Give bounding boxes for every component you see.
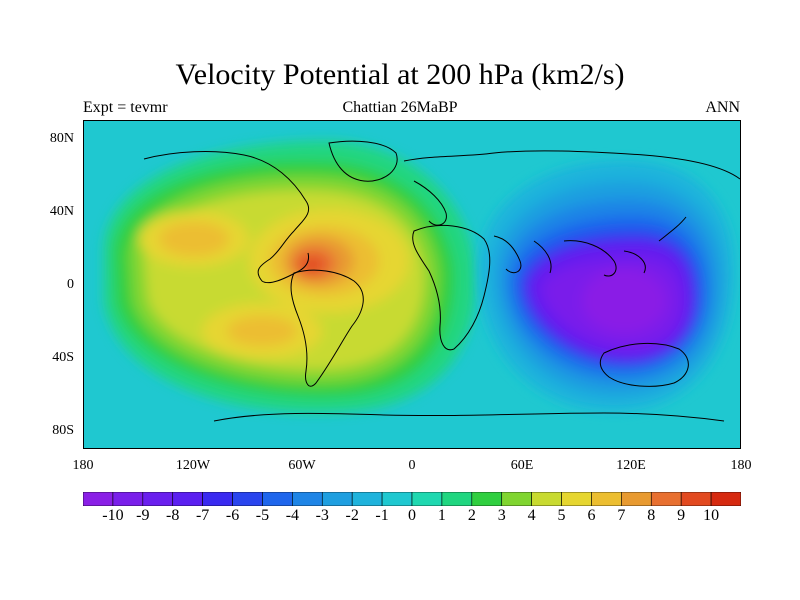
colorbar-tick-label: 4 bbox=[527, 507, 536, 524]
colorbar-tick-label: -3 bbox=[315, 507, 329, 524]
lon-tick-label: 180 bbox=[72, 458, 94, 473]
lat-tick-label: 80N bbox=[49, 131, 74, 146]
colorbar-tick-label: 6 bbox=[587, 507, 596, 524]
period-label: Chattian 26MaBP bbox=[342, 99, 458, 116]
colorbar-cell bbox=[501, 492, 532, 506]
map-panel bbox=[83, 120, 741, 449]
lat-tick-label: 0 bbox=[67, 277, 74, 292]
colorbar-tick-label: -10 bbox=[102, 507, 124, 524]
colorbar-cell bbox=[650, 492, 682, 506]
lon-tick-label: 60E bbox=[510, 458, 534, 473]
experiment-label: Expt = tevmr bbox=[83, 99, 168, 116]
coastlines bbox=[143, 140, 740, 422]
colorbar bbox=[83, 492, 741, 506]
colorbar-cell bbox=[112, 492, 144, 506]
colorbar-tick-label: 2 bbox=[467, 507, 476, 524]
colorbar-tick-label: -8 bbox=[166, 507, 180, 524]
lat-tick-label: 40S bbox=[52, 350, 74, 365]
colorbar-cell bbox=[680, 492, 712, 506]
lat-tick-label: 40N bbox=[49, 204, 74, 219]
positive-anomaly bbox=[104, 141, 476, 413]
colorbar-tick-label: 8 bbox=[647, 507, 656, 524]
lon-tick-label: 180 bbox=[730, 458, 752, 473]
colorbar-cell bbox=[351, 492, 383, 506]
negative-anomaly bbox=[479, 161, 734, 411]
colorbar-cell bbox=[262, 492, 293, 506]
colorbar-cell bbox=[232, 492, 263, 506]
colorbar-cell bbox=[83, 492, 114, 506]
colorbar-tick-label: 1 bbox=[437, 507, 446, 524]
colorbar-tick-label: 5 bbox=[557, 507, 566, 524]
lon-tick-label: 120E bbox=[616, 458, 646, 473]
colorbar-tick-label: -4 bbox=[285, 507, 300, 524]
colorbar-tick-label: 10 bbox=[703, 507, 720, 524]
colorbar-tick-label: -5 bbox=[255, 507, 270, 524]
colorbar-cell bbox=[531, 492, 562, 506]
colorbar-cell bbox=[561, 492, 592, 506]
colorbar-tick-label: -6 bbox=[225, 507, 240, 524]
colorbar-cell bbox=[172, 492, 203, 506]
colorbar-cell bbox=[411, 492, 443, 506]
colorbar-cell bbox=[710, 492, 741, 506]
colorbar-cell bbox=[202, 492, 233, 506]
colorbar-tick-label: 9 bbox=[677, 507, 686, 524]
colorbar-cell bbox=[321, 492, 353, 506]
colorbar-tick-label: -2 bbox=[345, 507, 359, 524]
lon-tick-label: 0 bbox=[408, 458, 416, 473]
velocity-potential-map bbox=[84, 121, 740, 448]
colorbar-cell bbox=[441, 492, 473, 506]
colorbar-cell bbox=[381, 492, 413, 506]
colorbar-tick-label: 0 bbox=[408, 507, 416, 524]
colorbar-cell bbox=[471, 492, 503, 506]
map-title: Velocity Potential at 200 hPa (km2/s) bbox=[175, 58, 625, 91]
lon-tick-label: 120W bbox=[175, 458, 211, 473]
colorbar-tick-label: -1 bbox=[375, 507, 389, 524]
season-label: ANN bbox=[705, 99, 740, 116]
colorbar-tick-label: -7 bbox=[195, 507, 210, 524]
colorbar-cell bbox=[292, 492, 323, 506]
lat-tick-label: 80S bbox=[52, 423, 74, 438]
lon-tick-label: 60W bbox=[288, 458, 316, 473]
colorbar-cell bbox=[621, 492, 652, 506]
colorbar-tick-label: 3 bbox=[497, 507, 506, 524]
colorbar-tick-label: -9 bbox=[136, 507, 150, 524]
colorbar-tick-label: 7 bbox=[617, 507, 626, 524]
colorbar-cell bbox=[142, 492, 174, 506]
colorbar-cell bbox=[591, 492, 622, 506]
